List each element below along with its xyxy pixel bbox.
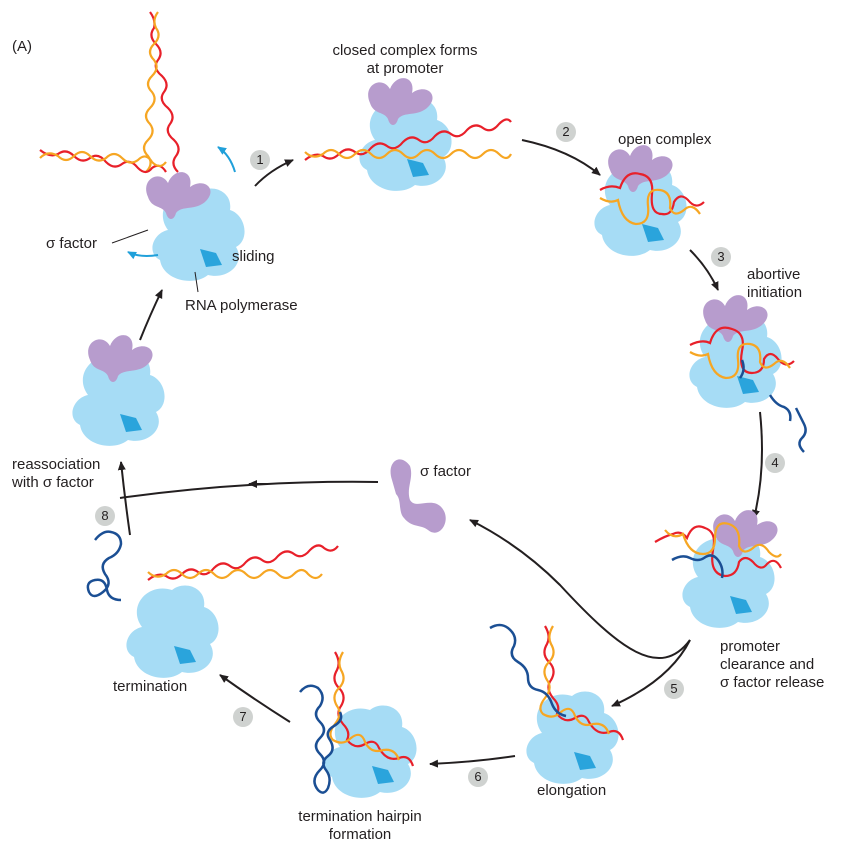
reassociation-label-line1: reassociation bbox=[12, 456, 101, 473]
abortive-initiation-complex bbox=[689, 295, 807, 453]
arrow-step-4 bbox=[752, 411, 763, 519]
open-complex-label: open complex bbox=[618, 131, 712, 148]
arrow-step-5 bbox=[611, 639, 691, 707]
termination-label: termination bbox=[113, 678, 188, 695]
open-complex bbox=[594, 145, 705, 256]
step-badge-6: 6 bbox=[468, 767, 488, 787]
step-badge-2: 2 bbox=[556, 122, 576, 142]
step-badge-8: 8 bbox=[95, 506, 115, 526]
promoter-clearance-label-line3: σ factor release bbox=[720, 674, 825, 691]
holoenzyme bbox=[72, 335, 165, 446]
arrow-step-6 bbox=[429, 755, 516, 768]
step-badge-7: 7 bbox=[233, 707, 253, 727]
termination-complex bbox=[86, 530, 339, 678]
promoter-clearance-complex bbox=[654, 510, 782, 628]
termination-hairpin-label-line2: formation bbox=[328, 826, 392, 843]
closed-complex bbox=[304, 78, 512, 191]
panel-label: (A) bbox=[12, 38, 32, 55]
promoter-clearance-label-line1: promoter bbox=[720, 638, 781, 655]
sliding-complex bbox=[39, 11, 245, 293]
abortive-initiation-label-line1: abortive bbox=[747, 266, 801, 283]
promoter-clearance-label-line2: clearance and bbox=[720, 656, 815, 673]
closed-complex-label-line1: closed complex forms bbox=[332, 42, 478, 59]
step-badge-1: 1 bbox=[250, 150, 270, 170]
closed-complex-label: closed complex forms at promoter bbox=[310, 42, 500, 78]
reassociation-label: reassociation with σ factor bbox=[12, 456, 100, 492]
closed-complex-label-line2: at promoter bbox=[366, 60, 444, 77]
sliding-label: sliding bbox=[232, 248, 275, 265]
step-badge-5: 5 bbox=[664, 679, 684, 699]
sigma-factor-pointer-label: σ factor bbox=[46, 235, 97, 252]
step-badge-3: 3 bbox=[711, 247, 731, 267]
free-sigma-factor-label: σ factor bbox=[420, 463, 471, 480]
rna-polymerase-label: RNA polymerase bbox=[185, 297, 298, 314]
abortive-initiation-label: abortive initiation bbox=[747, 266, 802, 302]
promoter-clearance-label: promoter clearance and σ factor release bbox=[720, 638, 824, 692]
elongation-label: elongation bbox=[537, 782, 607, 799]
arrow-step-3 bbox=[689, 249, 719, 291]
step-badge-4: 4 bbox=[765, 453, 785, 473]
arrow-sigma-release bbox=[469, 519, 691, 659]
abortive-initiation-label-line2: initiation bbox=[747, 284, 803, 301]
arrow-step-2 bbox=[521, 139, 601, 176]
reassociation-label-line2: with σ factor bbox=[12, 474, 94, 491]
termination-hairpin-label-line1: termination hairpin bbox=[298, 808, 422, 825]
flow-arrows bbox=[117, 139, 763, 768]
arrow-step-up bbox=[139, 289, 163, 341]
termination-hairpin-label: termination hairpin formation bbox=[270, 808, 450, 844]
arrow-step-1 bbox=[254, 159, 294, 187]
arrow-step-7 bbox=[219, 674, 291, 723]
free-sigma-factor bbox=[390, 459, 446, 533]
arrow-step-8 bbox=[117, 461, 131, 536]
termination-hairpin-complex bbox=[299, 651, 417, 798]
elongation-complex bbox=[489, 623, 625, 784]
